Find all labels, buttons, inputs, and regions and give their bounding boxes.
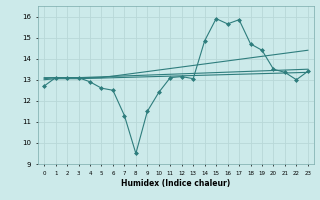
X-axis label: Humidex (Indice chaleur): Humidex (Indice chaleur) (121, 179, 231, 188)
